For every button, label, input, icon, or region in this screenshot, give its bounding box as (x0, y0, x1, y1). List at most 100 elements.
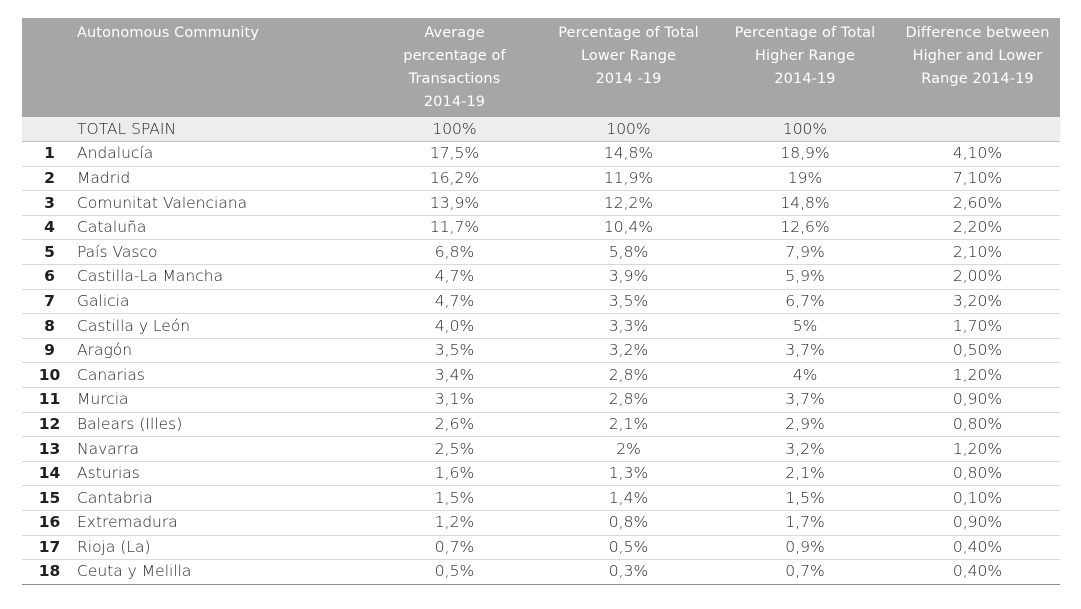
table-row: 16 Extremadura 1,2% 0,8% 1,7% 0,90% (22, 510, 1060, 536)
data-table-container: Autonomous Community Average percentage … (22, 18, 1060, 585)
rank-cell: 4 (22, 215, 77, 241)
higher-range-cell: 3,7% (715, 387, 895, 413)
rank-cell: 3 (22, 190, 77, 216)
header-line: percentage of (403, 48, 506, 64)
lower-range-cell: 0,8% (542, 510, 715, 536)
difference-cell: 2,00% (895, 264, 1060, 290)
community-name-cell: Madrid (77, 166, 367, 192)
header-line: Average (424, 25, 485, 41)
higher-range-cell: 5% (715, 313, 895, 339)
lower-range-cell: 2% (542, 436, 715, 462)
average-percentage-cell: 17,5% (367, 141, 542, 167)
total-lower: 100% (542, 117, 715, 143)
lower-range-cell: 11,9% (542, 166, 715, 192)
difference-cell: 0,50% (895, 338, 1060, 364)
average-percentage-cell: 16,2% (367, 166, 542, 192)
higher-range-cell: 0,7% (715, 559, 895, 585)
difference-cell: 0,80% (895, 461, 1060, 487)
community-name-cell: Asturias (77, 461, 367, 487)
higher-range-cell: 4% (715, 362, 895, 389)
rank-cell: 1 (22, 141, 77, 167)
header-line: Difference between (905, 25, 1050, 41)
average-percentage-cell: 1,2% (367, 510, 542, 536)
lower-range-cell: 5,8% (542, 239, 715, 266)
average-percentage-cell: 11,7% (367, 215, 542, 241)
difference-cell: 1,20% (895, 436, 1060, 462)
header-line: Transactions (408, 71, 501, 87)
average-percentage-cell: 2,6% (367, 412, 542, 438)
lower-range-cell: 1,3% (542, 461, 715, 487)
table-row: 13 Navarra 2,5% 2% 3,2% 1,20% (22, 436, 1060, 462)
community-name-cell: Navarra (77, 436, 367, 462)
difference-cell: 3,20% (895, 289, 1060, 315)
difference-cell: 1,70% (895, 313, 1060, 339)
higher-range-cell: 1,7% (715, 510, 895, 536)
rank-cell: 2 (22, 166, 77, 192)
total-label: TOTAL SPAIN (77, 117, 367, 143)
community-name-cell: Extremadura (77, 510, 367, 536)
rank-cell: 16 (22, 510, 77, 536)
table-row: 2 Madrid 16,2% 11,9% 19% 7,10% (22, 166, 1060, 192)
average-percentage-cell: 4,7% (367, 289, 542, 315)
difference-cell: 0,90% (895, 510, 1060, 536)
header-line: Higher Range (755, 48, 855, 64)
total-average: 100% (367, 117, 542, 143)
higher-range-cell: 0,9% (715, 535, 895, 561)
lower-range-cell: 3,5% (542, 289, 715, 315)
table-row: 14 Asturias 1,6% 1,3% 2,1% 0,80% (22, 461, 1060, 487)
lower-range-cell: 2,8% (542, 362, 715, 389)
rank-cell: 14 (22, 461, 77, 487)
difference-cell: 4,10% (895, 141, 1060, 167)
community-name-cell: Cantabria (77, 485, 367, 511)
lower-range-cell: 0,3% (542, 559, 715, 585)
rank-cell: 17 (22, 535, 77, 561)
rank-cell: 12 (22, 412, 77, 438)
header-line: 2014 -19 (595, 71, 662, 87)
header-community: Autonomous Community (77, 25, 259, 41)
higher-range-cell: 14,8% (715, 190, 895, 216)
higher-range-cell: 19% (715, 166, 895, 192)
lower-range-cell: 3,3% (542, 313, 715, 339)
table-row: 4 Cataluña 11,7% 10,4% 12,6% 2,20% (22, 215, 1060, 241)
community-name-cell: Murcia (77, 387, 367, 413)
header-rank (22, 18, 77, 117)
header-line: 2014-19 (774, 71, 836, 87)
community-name-cell: Canarias (77, 362, 367, 389)
community-name-cell: Galicia (77, 289, 367, 315)
difference-cell: 1,20% (895, 362, 1060, 389)
header-line: Lower Range (580, 48, 677, 64)
average-percentage-cell: 6,8% (367, 239, 542, 266)
rank-cell: 8 (22, 313, 77, 339)
community-name-cell: Ceuta y Melilla (77, 559, 367, 585)
header-difference: Difference between Higher and Lower Rang… (895, 18, 1060, 117)
rank-cell: 10 (22, 362, 77, 389)
header-line: Higher and Lower (912, 48, 1043, 64)
total-row: TOTAL SPAIN 100% 100% 100% (22, 117, 1060, 143)
higher-range-cell: 6,7% (715, 289, 895, 315)
table-row: 8 Castilla y León 4,0% 3,3% 5% 1,70% (22, 313, 1060, 339)
higher-range-cell: 2,9% (715, 412, 895, 438)
community-name-cell: Comunitat Valenciana (77, 190, 367, 216)
difference-cell: 0,90% (895, 387, 1060, 413)
table-row: 1 Andalucía 17,5% 14,8% 18,9% 4,10% (22, 141, 1060, 167)
community-name-cell: Aragón (77, 338, 367, 364)
table-row: 12 Balears (Illes) 2,6% 2,1% 2,9% 0,80% (22, 412, 1060, 438)
total-rank-cell (22, 117, 77, 143)
average-percentage-cell: 13,9% (367, 190, 542, 216)
table-row: 3 Comunitat Valenciana 13,9% 12,2% 14,8% 2,60… (22, 190, 1060, 216)
total-higher: 100% (715, 117, 895, 143)
lower-range-cell: 2,1% (542, 412, 715, 438)
higher-range-cell: 2,1% (715, 461, 895, 487)
rank-cell: 6 (22, 264, 77, 290)
community-name-cell: Castilla-La Mancha (77, 264, 367, 290)
difference-cell: 0,40% (895, 559, 1060, 585)
rank-cell: 13 (22, 436, 77, 462)
table-row: 6 Castilla-La Mancha 4,7% 3,9% 5,9% 2,00% (22, 264, 1060, 290)
difference-cell: 0,40% (895, 535, 1060, 561)
header-line: Percentage of Total (558, 25, 699, 41)
rank-cell: 15 (22, 485, 77, 511)
rank-cell: 18 (22, 559, 77, 585)
table-row: 11 Murcia 3,1% 2,8% 3,7% 0,90% (22, 387, 1060, 413)
lower-range-cell: 10,4% (542, 215, 715, 241)
rank-cell: 5 (22, 239, 77, 266)
